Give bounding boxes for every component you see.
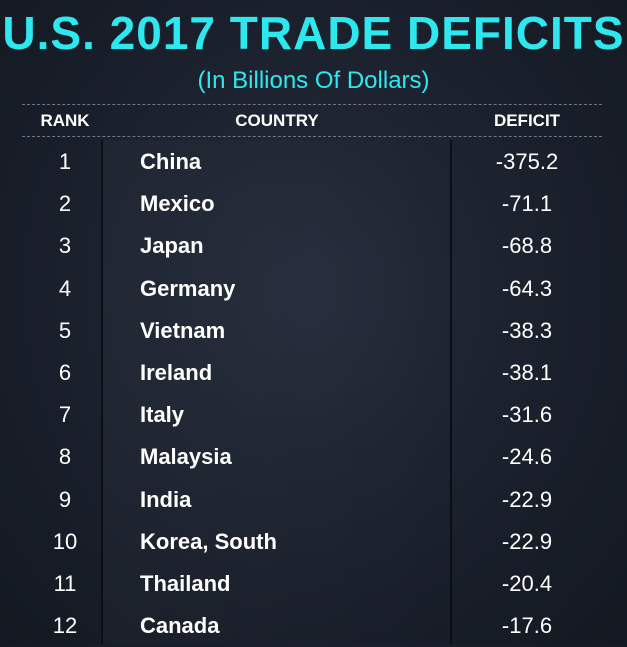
header-top-divider	[22, 104, 602, 105]
deficit-cell: -38.3	[501, 317, 553, 343]
deficit-cell: -64.3	[501, 275, 553, 301]
deficit-cell: -22.9	[501, 486, 553, 512]
table-row: 8 Malaysia -24.6	[0, 436, 627, 478]
table-row: 9 India -22.9	[0, 479, 627, 521]
deficit-cell: -375.2	[495, 149, 559, 174]
rank-cell: 12	[52, 613, 78, 639]
country-cell: Malaysia	[140, 444, 232, 470]
rank-cell: 2	[58, 191, 72, 217]
chart-title: U.S. 2017 TRADE DEFICITS	[2, 7, 625, 59]
column-divider-right	[450, 140, 452, 644]
table-row: 6 Ireland -38.1	[0, 352, 627, 394]
country-cell: Japan	[140, 233, 204, 259]
table-row: 2 Mexico -71.1	[0, 183, 627, 225]
deficit-cell: -22.9	[501, 528, 553, 554]
rank-cell: 9	[58, 486, 72, 512]
rank-cell: 11	[53, 571, 77, 596]
table-row: 5 Vietnam -38.3	[0, 310, 627, 352]
table-row: 3 Japan -68.8	[0, 225, 627, 267]
table-row: 1 China -375.2	[0, 141, 627, 183]
deficit-cell: -31.6	[501, 402, 553, 428]
rank-cell: 8	[58, 444, 72, 470]
rank-cell: 10	[52, 528, 78, 554]
country-cell: Canada	[140, 613, 220, 639]
rank-cell: 3	[58, 233, 72, 259]
rank-cell: 7	[58, 402, 72, 428]
column-header-country: COUNTRY	[235, 111, 319, 130]
table-row: 10 Korea, South -22.9	[0, 521, 627, 563]
table-row: 7 Italy -31.6	[0, 394, 627, 436]
table-row: 11 Thailand -20.4	[0, 563, 627, 605]
rank-cell: 4	[58, 275, 72, 301]
column-header-rank: RANK	[40, 111, 90, 130]
deficit-cell: -20.4	[501, 571, 553, 596]
country-cell: Thailand	[140, 571, 231, 596]
country-cell: Vietnam	[140, 317, 226, 343]
table-row: 12 Canada -17.6	[0, 605, 627, 647]
chart-subtitle: (In Billions Of Dollars)	[197, 67, 430, 94]
deficit-cell: -38.1	[501, 360, 553, 385]
deficit-cell: -24.6	[501, 444, 553, 470]
rank-cell: 6	[58, 360, 72, 385]
country-cell: China	[140, 149, 202, 174]
rank-cell: 5	[58, 317, 72, 343]
column-header-deficit: DEFICIT	[493, 111, 561, 130]
country-column-panel	[103, 140, 450, 644]
country-cell: Germany	[140, 275, 236, 301]
deficit-cell: -17.6	[501, 613, 553, 639]
country-cell: Korea, South	[140, 528, 277, 554]
deficit-cell: -71.1	[501, 191, 553, 217]
rank-cell: 1	[58, 149, 72, 174]
country-cell: Ireland	[140, 360, 213, 385]
column-divider-left	[101, 140, 103, 644]
deficit-cell: -68.8	[501, 233, 553, 259]
table-row: 4 Germany -64.3	[0, 268, 627, 310]
header-bottom-divider	[22, 136, 602, 137]
country-cell: Italy	[140, 402, 185, 428]
country-cell: India	[140, 486, 192, 512]
country-cell: Mexico	[140, 191, 215, 217]
